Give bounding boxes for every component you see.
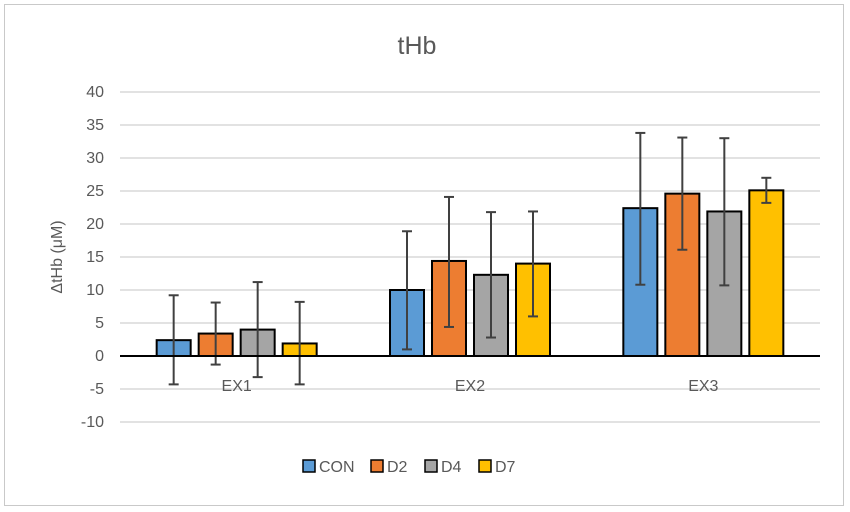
legend: CON D2 D4 D7 xyxy=(302,459,516,476)
legend-label-d2: D2 xyxy=(387,459,408,476)
y-tick-label: 30 xyxy=(86,150,104,167)
x-tick-labels: EX1 EX2 EX3 xyxy=(222,378,719,395)
x-tick-label: EX1 xyxy=(222,378,252,395)
legend-label-d4: D4 xyxy=(441,459,462,476)
y-tick-label: 5 xyxy=(95,315,104,332)
bar-d7-ex3 xyxy=(748,189,785,357)
legend-swatch-d4 xyxy=(424,459,438,473)
y-tick-label: 40 xyxy=(86,84,104,101)
legend-swatch-con xyxy=(302,459,316,473)
x-tick-label: EX3 xyxy=(688,378,718,395)
y-tick-label: -10 xyxy=(81,414,104,431)
y-tick-label: 35 xyxy=(86,117,104,134)
y-tick-label: 15 xyxy=(86,249,104,266)
y-tick-label: 25 xyxy=(86,183,104,200)
error-bars xyxy=(168,131,772,386)
y-tick-label: 10 xyxy=(86,282,104,299)
legend-label-con: CON xyxy=(319,459,355,476)
legend-label-d7: D7 xyxy=(495,459,516,476)
y-tick-label: 20 xyxy=(86,216,104,233)
bars xyxy=(155,189,785,358)
chart-title: tHb xyxy=(398,32,437,60)
x-tick-label: EX2 xyxy=(455,378,485,395)
y-tick-label: 0 xyxy=(95,348,104,365)
y-tick-labels: -10 -5 0 5 10 15 20 25 30 35 40 xyxy=(81,84,104,431)
legend-swatch-d7 xyxy=(478,459,492,473)
y-tick-label: -5 xyxy=(90,381,104,398)
gridlines xyxy=(120,91,820,423)
legend-swatch-d2 xyxy=(370,459,384,473)
y-axis-label: ΔtHb (μM) xyxy=(49,220,66,293)
